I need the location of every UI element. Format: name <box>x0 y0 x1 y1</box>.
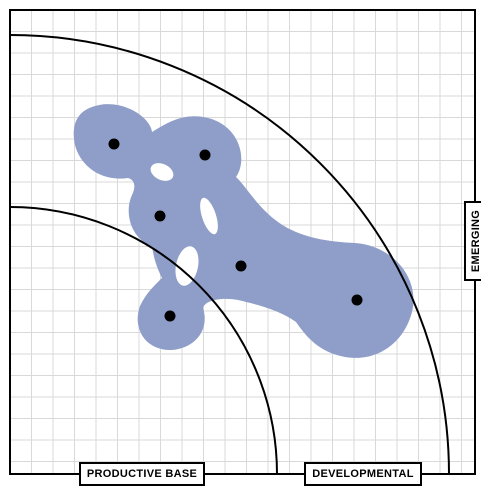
node-dot <box>154 210 166 222</box>
label-productive-base: PRODUCTIVE BASE <box>79 462 205 486</box>
node-dot <box>164 310 176 322</box>
label-emerging: EMERGING <box>464 201 481 281</box>
label-emerging-text: EMERGING <box>470 209 481 273</box>
blob-shape <box>73 104 414 358</box>
cluster-blob <box>73 104 414 358</box>
blob-hole <box>175 246 199 286</box>
arc-developmental <box>9 34 450 475</box>
arc-productive-base <box>9 206 278 475</box>
label-developmental: DEVELOPMENTAL <box>304 462 422 486</box>
blob-hole <box>150 163 174 181</box>
node-dot <box>199 149 211 161</box>
blob-hole <box>200 197 218 235</box>
node-dot <box>235 260 247 272</box>
nodes <box>108 138 363 322</box>
node-dot <box>351 294 363 306</box>
node-dot <box>108 138 120 150</box>
